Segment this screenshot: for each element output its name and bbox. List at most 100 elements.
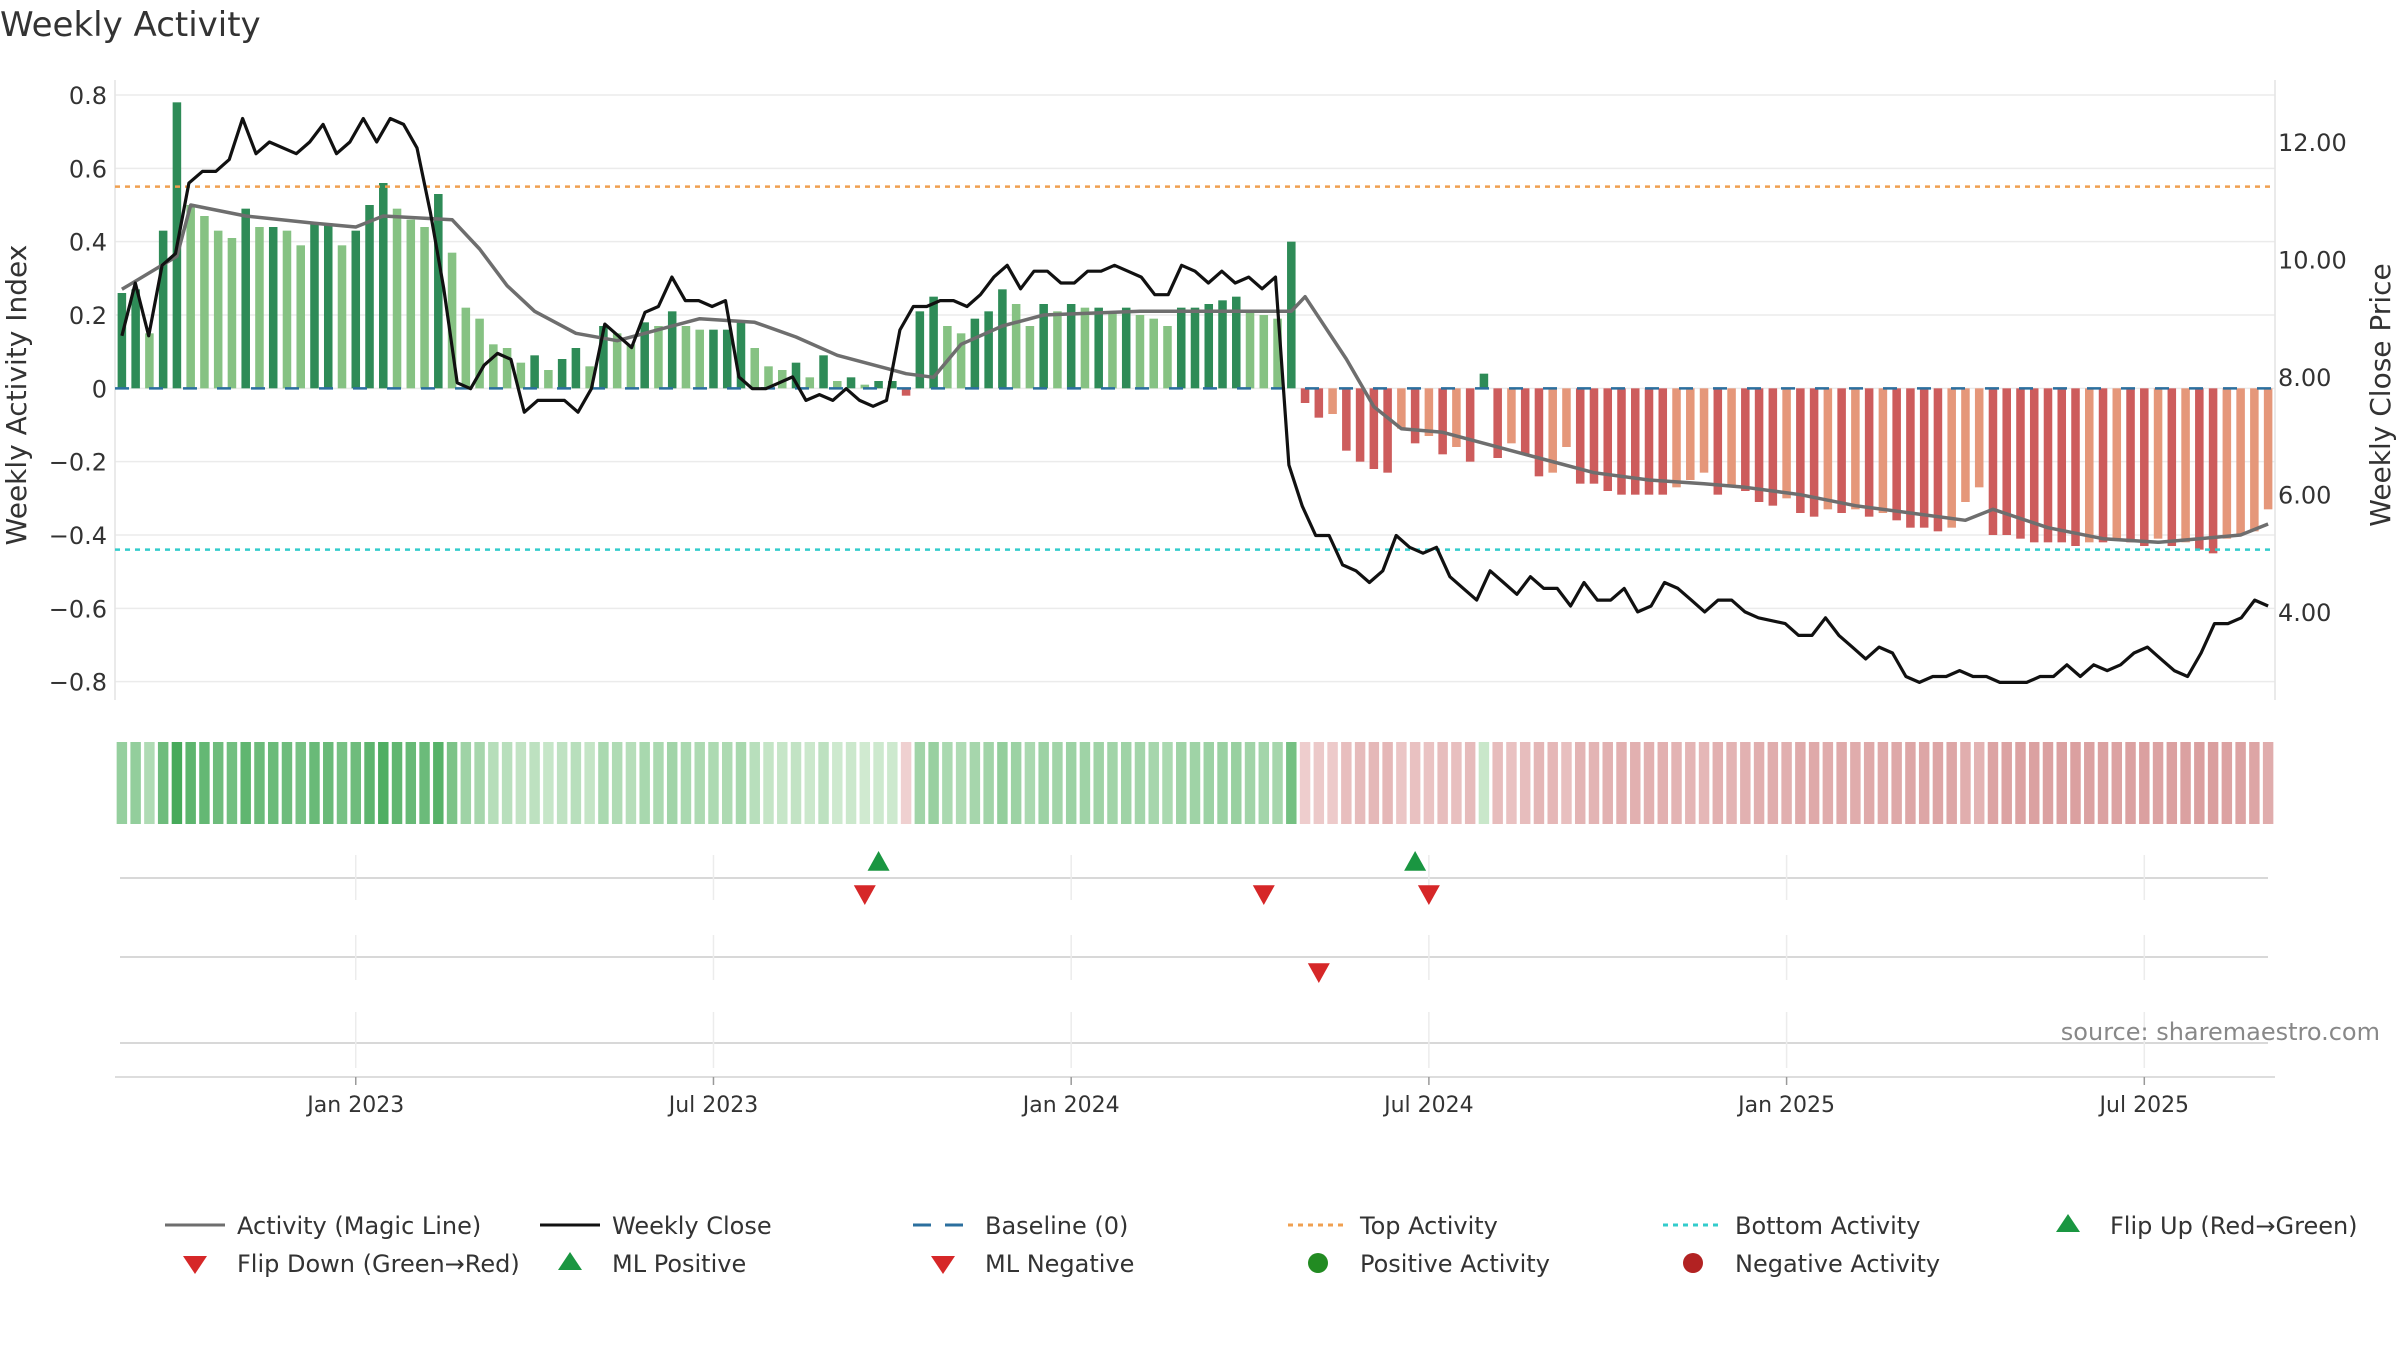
activity-strip-cell	[1451, 742, 1462, 824]
activity-strip-cell	[212, 742, 224, 824]
activity-strip-cell	[1795, 742, 1806, 824]
activity-strip-cell	[694, 742, 705, 824]
activity-bar	[626, 344, 636, 389]
activity-bar	[1562, 388, 1571, 447]
activity-strip-cell	[323, 742, 334, 824]
chart-title: Weekly Activity	[0, 5, 261, 45]
activity-strip-cell	[1286, 742, 1297, 824]
activity-bar	[2153, 388, 2163, 539]
activity-strip-cell	[543, 742, 554, 824]
activity-bar	[1397, 388, 1406, 429]
activity-strip-cell	[1588, 742, 1600, 824]
activity-bar	[1837, 388, 1846, 513]
activity-strip-cell	[2249, 742, 2260, 824]
activity-bar	[1328, 388, 1337, 414]
activity-bar	[2112, 388, 2122, 539]
activity-bar	[1906, 388, 1915, 528]
activity-bar	[2195, 388, 2204, 550]
activity-bar	[1699, 388, 1709, 473]
activity-bar	[1727, 388, 1736, 488]
ml-negative-marker	[1307, 963, 1330, 983]
y-tick-label-right: 10.00	[2278, 246, 2347, 274]
activity-strip-cell	[1217, 742, 1228, 824]
activity-strip-cell	[1120, 742, 1132, 824]
activity-strip-cell	[639, 742, 650, 824]
activity-bar	[750, 348, 760, 389]
series-lines	[120, 116, 2269, 685]
legend-swatch-triangle-down-icon	[931, 1256, 955, 1274]
activity-bar	[1809, 388, 1819, 517]
activity-bar	[337, 245, 347, 389]
activity-bar	[1163, 326, 1172, 389]
activity-bar	[200, 216, 209, 389]
activity-strip-cell	[749, 742, 760, 824]
activity-bar	[1424, 388, 1434, 436]
activity-strip-cell	[1519, 742, 1531, 824]
y-tick-label-left: −0.2	[49, 449, 107, 477]
activity-strip-cell	[1740, 742, 1751, 824]
y-tick-label-left: 0.6	[69, 155, 107, 183]
activity-bar	[654, 326, 663, 389]
activity-strip-cell	[1478, 742, 1490, 824]
activity-bar	[502, 348, 512, 389]
activity-bar	[213, 230, 223, 389]
activity-strip-cell	[2152, 742, 2164, 824]
activity-bar	[833, 381, 842, 389]
activity-strip-cell	[267, 742, 279, 824]
activity-strip-cell	[1038, 742, 1049, 824]
activity-bar	[489, 344, 498, 389]
activity-strip-cell	[1561, 742, 1572, 824]
activity-bar	[351, 230, 361, 389]
activity-bar	[2098, 388, 2108, 543]
legend-label: Activity (Magic Line)	[237, 1212, 481, 1240]
activity-strip-cell	[1052, 742, 1063, 824]
y-tick-label-right: 4.00	[2278, 599, 2331, 627]
activity-strip-cell	[2207, 742, 2219, 824]
activity-strip-cell	[1877, 742, 1889, 824]
activity-strip-cell	[1726, 742, 1737, 824]
activity-bar	[1741, 388, 1750, 491]
activity-bar	[915, 311, 925, 389]
y-tick-label-left: −0.4	[49, 522, 107, 550]
weekly-close-line	[120, 116, 2269, 685]
legend-swatch-circle-icon	[1308, 1253, 1328, 1273]
activity-strip-cell	[2097, 742, 2109, 824]
activity-bar	[2181, 388, 2190, 543]
legend-swatch-circle-icon	[1683, 1253, 1703, 1273]
signal-panel	[120, 851, 2268, 1068]
activity-strip-cell	[1272, 742, 1283, 824]
flip-up-marker	[1404, 851, 1427, 871]
activity-strip-cell	[157, 742, 169, 824]
activity-strip-cell	[1616, 742, 1627, 824]
legend-label: Top Activity	[1359, 1212, 1498, 1240]
activity-strip-cell	[928, 742, 939, 824]
activity-strip-cell	[1176, 742, 1187, 824]
activity-strip-cell	[1203, 742, 1214, 824]
activity-strip-cell	[2166, 742, 2178, 824]
activity-strip-cell	[611, 742, 623, 824]
activity-strip-cell	[1657, 742, 1668, 824]
activity-bar	[2140, 388, 2149, 546]
activity-bar	[475, 318, 484, 389]
activity-strip-cell	[2084, 742, 2095, 824]
activity-strip-cell	[1905, 742, 1916, 824]
activity-strip-cell	[584, 742, 595, 824]
y-axis-label-left: Weekly Activity Index	[0, 245, 33, 546]
activity-strip-cell	[722, 742, 733, 824]
activity-strip-cell	[199, 742, 210, 824]
activity-bar	[365, 205, 374, 389]
activity-bar	[241, 208, 250, 389]
activity-bar	[1754, 388, 1764, 502]
activity-bar	[1355, 388, 1365, 462]
y-tick-label-left: 0.2	[69, 302, 107, 330]
activity-bar	[1025, 326, 1035, 389]
activity-strip-cell	[1189, 742, 1201, 824]
x-tick-label: Jan 2025	[1736, 1093, 1835, 1118]
activity-strip-cell	[1065, 742, 1077, 824]
activity-strip-cell	[1258, 742, 1270, 824]
activity-bar	[1493, 388, 1502, 458]
legend-swatch-triangle-up-icon	[2056, 1214, 2080, 1232]
activity-bar	[1507, 388, 1516, 444]
activity-bar	[901, 388, 911, 396]
